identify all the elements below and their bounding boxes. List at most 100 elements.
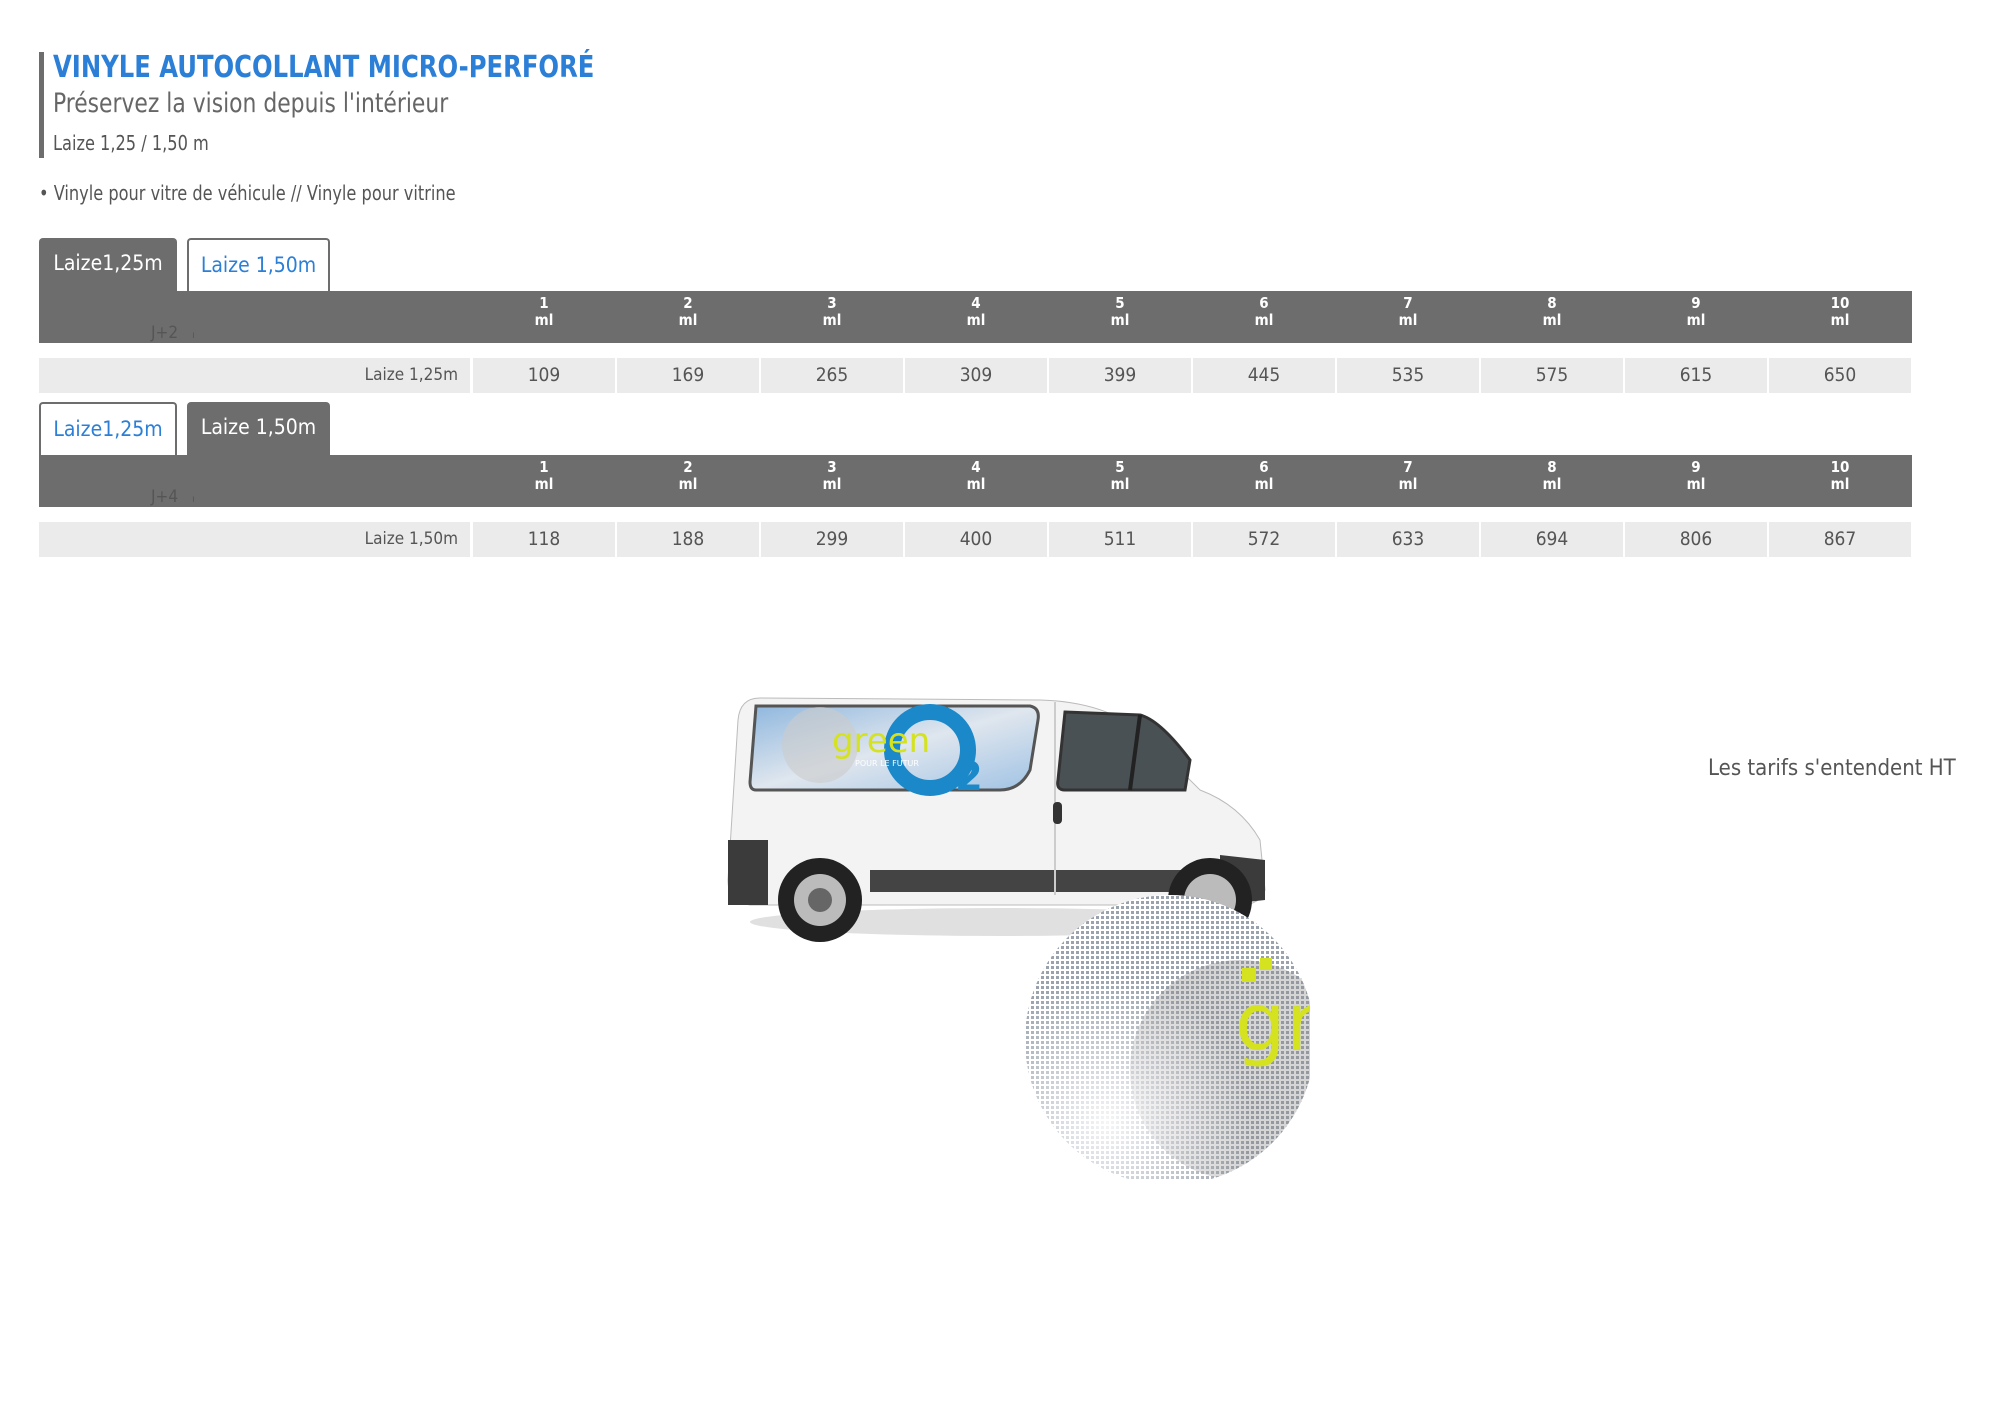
column-unit: ml — [1542, 475, 1562, 493]
page-subtitle: Préservez la vision depuis l'intérieur — [53, 88, 449, 119]
column-unit: ml — [1398, 475, 1418, 493]
price-cell: 867 — [1769, 522, 1911, 557]
column-header: 5 ml — [1048, 459, 1192, 493]
laize-info: Laize 1,25 / 1,50 m — [53, 131, 209, 155]
column-unit: ml — [966, 311, 986, 329]
column-qty: 10 — [1830, 294, 1850, 312]
column-header: 9 ml — [1624, 295, 1768, 329]
table-header: 1 ml 2 ml 3 ml 4 ml 5 ml 6 ml 7 ml 8 ml 9 ml 10 ml — [39, 455, 1912, 507]
column-qty: 6 — [1259, 294, 1269, 312]
row-label-text: Laize 1,25m — [364, 365, 458, 385]
price-table-laize-150: Laize1,25m Laize 1,50m 1 ml 2 ml 3 ml 4 ml 5 ml 6 ml 7… — [39, 402, 1912, 602]
tab-laize-0[interactable]: Laize1,25m — [39, 402, 177, 455]
delay-marker: ı — [192, 330, 195, 341]
price-cell: 572 — [1193, 522, 1335, 557]
column-header: 7 ml — [1336, 459, 1480, 493]
column-qty: 6 — [1259, 458, 1269, 476]
column-qty: 8 — [1547, 294, 1557, 312]
column-unit: ml — [822, 475, 842, 493]
column-header: 6 ml — [1192, 459, 1336, 493]
column-header: 8 ml — [1480, 295, 1624, 329]
column-header: 3 ml — [760, 459, 904, 493]
usage-bullet: • Vinyle pour vitre de véhicule // Vinyl… — [39, 181, 456, 205]
column-qty: 10 — [1830, 458, 1850, 476]
price-cell: 265 — [761, 358, 903, 393]
column-unit: ml — [1254, 475, 1274, 493]
column-unit: ml — [822, 311, 842, 329]
column-header: 7 ml — [1336, 295, 1480, 329]
row-label-text: Laize 1,50m — [364, 529, 458, 549]
column-header: 5 ml — [1048, 295, 1192, 329]
price-cell: 615 — [1625, 358, 1767, 393]
column-header: 10 ml — [1768, 459, 1912, 493]
column-header: 8 ml — [1480, 459, 1624, 493]
column-qty: 5 — [1115, 294, 1125, 312]
column-qty: 9 — [1691, 458, 1701, 476]
column-unit: ml — [678, 311, 698, 329]
column-unit: ml — [1110, 311, 1130, 329]
delay-text: J+2 — [151, 323, 179, 343]
column-qty: 3 — [827, 294, 837, 312]
tax-note: Les tarifs s'entendent HT — [1708, 756, 1956, 781]
column-header: 1 ml — [472, 295, 616, 329]
column-unit: ml — [1686, 311, 1706, 329]
price-cell: 118 — [473, 522, 615, 557]
o2-graphic — [884, 704, 976, 796]
price-cell: 400 — [905, 522, 1047, 557]
column-unit: ml — [678, 475, 698, 493]
column-qty: 9 — [1691, 294, 1701, 312]
column-qty: 1 — [539, 294, 549, 312]
price-cell: 694 — [1481, 522, 1623, 557]
column-unit: ml — [1830, 311, 1850, 329]
delay-text: J+4 — [151, 487, 179, 507]
column-header: 4 ml — [904, 295, 1048, 329]
column-qty: 4 — [971, 294, 981, 312]
column-unit: ml — [1254, 311, 1274, 329]
price-cell: 806 — [1625, 522, 1767, 557]
column-header: 1 ml — [472, 459, 616, 493]
row-label: Laize 1,50m — [39, 522, 470, 557]
column-header: 3 ml — [760, 295, 904, 329]
column-unit: ml — [534, 311, 554, 329]
price-cell: 575 — [1481, 358, 1623, 393]
price-cell: 633 — [1337, 522, 1479, 557]
price-cell: 445 — [1193, 358, 1335, 393]
svg-text:gr: gr — [1235, 976, 1310, 1069]
tab-laize-1[interactable]: Laize 1,50m — [187, 238, 330, 291]
column-qty: 8 — [1547, 458, 1557, 476]
page-title: VINYLE AUTOCOLLANT MICRO-PERFORÉ — [53, 50, 595, 85]
price-cell: 535 — [1337, 358, 1479, 393]
delivery-delay: J+4 ı — [151, 487, 195, 507]
price-cell: 109 — [473, 358, 615, 393]
table-row: Laize 1,25m 109 169 265 309 399 445 535 575 615 65… — [39, 358, 1912, 393]
column-qty: 1 — [539, 458, 549, 476]
price-cell: 188 — [617, 522, 759, 557]
column-qty: 5 — [1115, 458, 1125, 476]
column-header: 9 ml — [1624, 459, 1768, 493]
tab-laize-1[interactable]: Laize 1,50m — [187, 402, 330, 455]
title-accent-bar — [39, 52, 44, 158]
green-logo-text: green — [832, 721, 930, 761]
price-cell: 650 — [1769, 358, 1911, 393]
column-header: 4 ml — [904, 459, 1048, 493]
column-unit: ml — [534, 475, 554, 493]
price-table-laize-125: Laize1,25m Laize 1,50m 1 ml 2 ml 3 ml 4 ml 5 ml 6 ml 7… — [39, 238, 1912, 438]
column-header: 2 ml — [616, 459, 760, 493]
column-unit: ml — [1398, 311, 1418, 329]
column-qty: 7 — [1403, 294, 1413, 312]
tab-laize-0[interactable]: Laize1,25m — [39, 238, 177, 291]
column-qty: 2 — [683, 294, 693, 312]
table-row: Laize 1,50m 118 188 299 400 511 572 633 694 806 86… — [39, 522, 1912, 557]
usage-text: Vinyle pour vitre de véhicule // Vinyle … — [53, 181, 456, 205]
column-qty: 2 — [683, 458, 693, 476]
column-unit: ml — [1110, 475, 1130, 493]
column-qty: 4 — [971, 458, 981, 476]
delay-marker: ı — [192, 494, 195, 505]
price-cell: 299 — [761, 522, 903, 557]
price-cell: 511 — [1049, 522, 1191, 557]
price-cell: 399 — [1049, 358, 1191, 393]
column-qty: 7 — [1403, 458, 1413, 476]
column-header: 6 ml — [1192, 295, 1336, 329]
co2-c-graphic — [782, 707, 858, 783]
van-illustration: 2 green POUR LE FUTUR gr — [727, 697, 1310, 1180]
